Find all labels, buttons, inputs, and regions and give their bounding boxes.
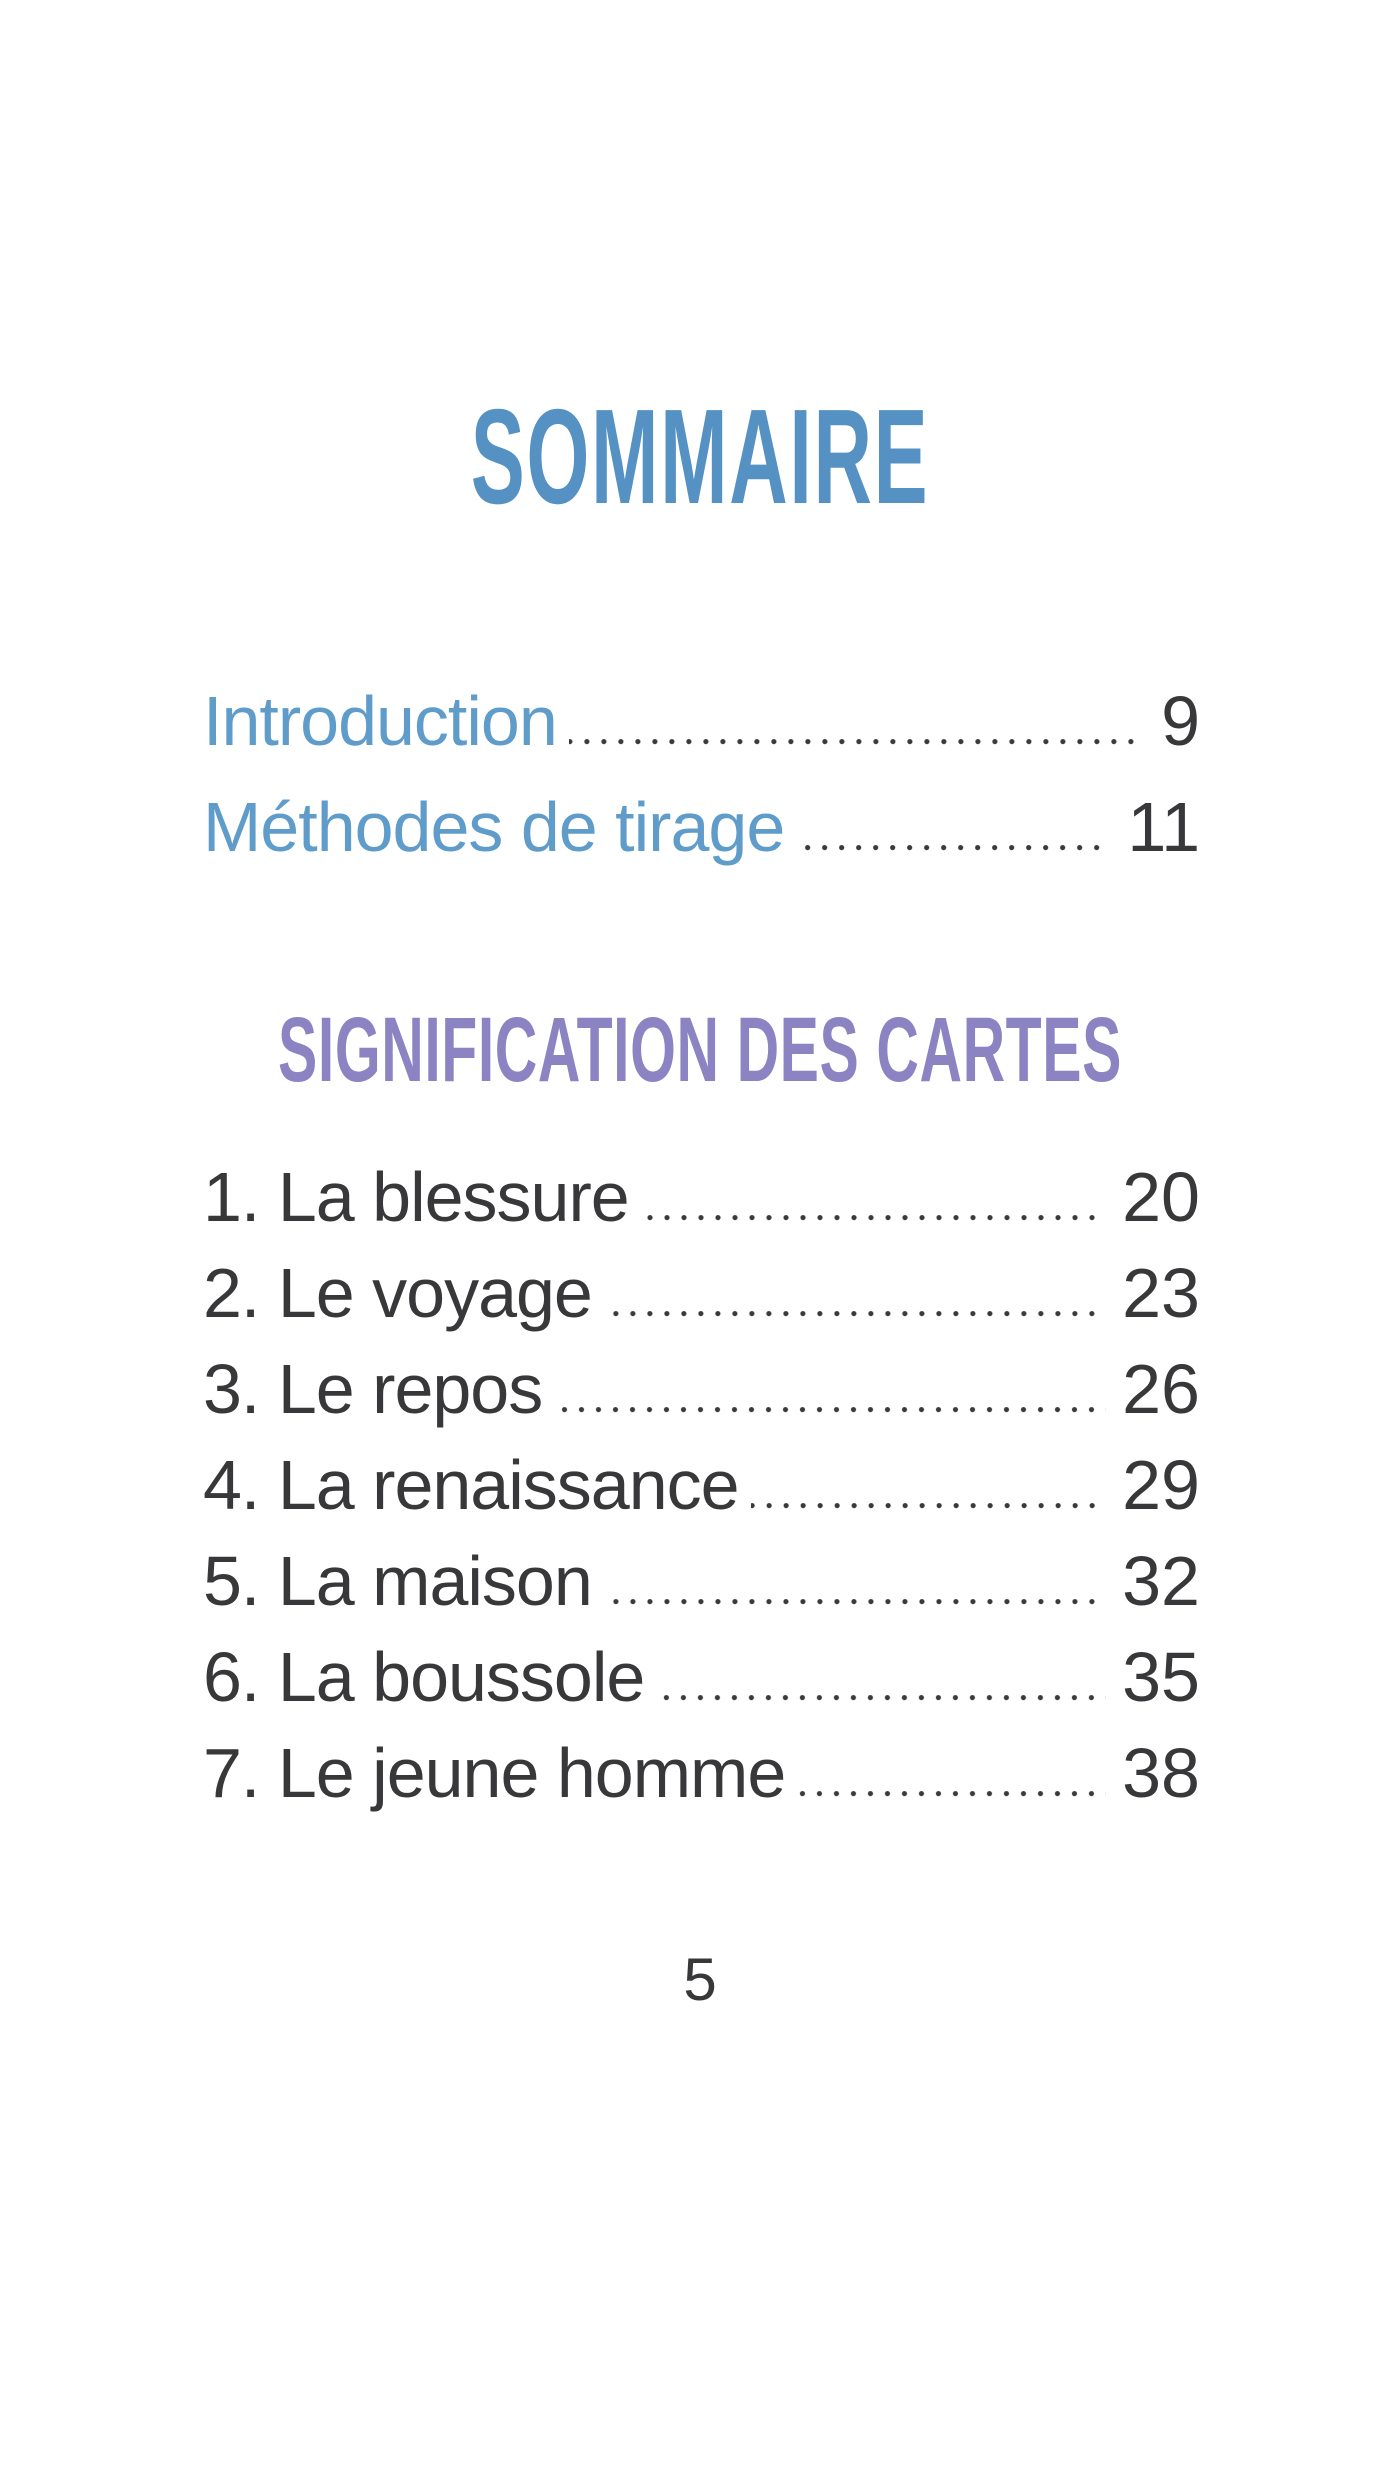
toc-entry-page-number: 20 (1122, 1158, 1200, 1236)
page-footer: 5 (0, 1950, 1400, 2010)
page-number: 5 (683, 1946, 717, 2013)
toc-entry-label: 2. Le voyage (203, 1254, 593, 1332)
toc-entry-label: 4. La renaissance (203, 1446, 740, 1524)
sommaire-page: SOMMAIRE Introduction 9 Méthodes de tira… (0, 383, 1400, 2482)
dot-leader (750, 1503, 1107, 1509)
toc-entry-page-number: 11 (1127, 788, 1200, 866)
toc-entry-label: Introduction (203, 682, 558, 760)
toc-entry-page-number: 38 (1122, 1734, 1200, 1812)
toc-entry-label: Méthodes de tirage (203, 788, 785, 866)
toc-entry-card-4[interactable]: 4. La renaissance 29 (203, 1437, 1200, 1533)
toc-entry-label: 3. Le repos (203, 1350, 543, 1428)
section-heading: SIGNIFICATION DES CARTES (278, 999, 1122, 1101)
toc-entry-card-5[interactable]: 5. La maison 32 (203, 1533, 1200, 1629)
dot-leader (656, 1695, 1107, 1701)
toc-front-matter: Introduction 9 Méthodes de tirage 11 (203, 668, 1200, 880)
toc-entry-page-number: 26 (1122, 1350, 1200, 1428)
toc-entry-page-number: 9 (1161, 682, 1200, 760)
dot-leader (796, 845, 1112, 851)
toc-entry-card-2[interactable]: 2. Le voyage 23 (203, 1245, 1200, 1341)
page-title: SOMMAIRE (470, 381, 930, 532)
toc-entry-label: 7. Le jeune homme (203, 1734, 786, 1812)
dot-leader (640, 1215, 1107, 1221)
toc-entry-introduction[interactable]: Introduction 9 (203, 668, 1200, 774)
toc-entry-methodes-de-tirage[interactable]: Méthodes de tirage 11 (203, 774, 1200, 880)
toc-entry-page-number: 32 (1122, 1542, 1200, 1620)
toc-entry-label: 1. La blessure (203, 1158, 630, 1236)
dot-leader (797, 1791, 1107, 1797)
toc-entry-card-7[interactable]: 7. Le jeune homme 38 (203, 1725, 1200, 1821)
toc-entry-card-3[interactable]: 3. Le repos 26 (203, 1341, 1200, 1437)
toc-entry-label: 5. La maison (203, 1542, 593, 1620)
toc-entry-page-number: 29 (1122, 1446, 1200, 1524)
dot-leader (568, 739, 1146, 745)
toc-entry-label: 6. La boussole (203, 1638, 645, 1716)
dot-leader (603, 1311, 1107, 1317)
dot-leader (554, 1407, 1107, 1413)
toc-entry-card-1[interactable]: 1. La blessure 20 (203, 1149, 1200, 1245)
toc-entry-page-number: 23 (1122, 1254, 1200, 1332)
toc-entry-page-number: 35 (1122, 1638, 1200, 1716)
toc-entry-card-6[interactable]: 6. La boussole 35 (203, 1629, 1200, 1725)
dot-leader (603, 1599, 1107, 1605)
toc-card-list: 1. La blessure 20 2. Le voyage 23 3. Le … (203, 1149, 1200, 1821)
